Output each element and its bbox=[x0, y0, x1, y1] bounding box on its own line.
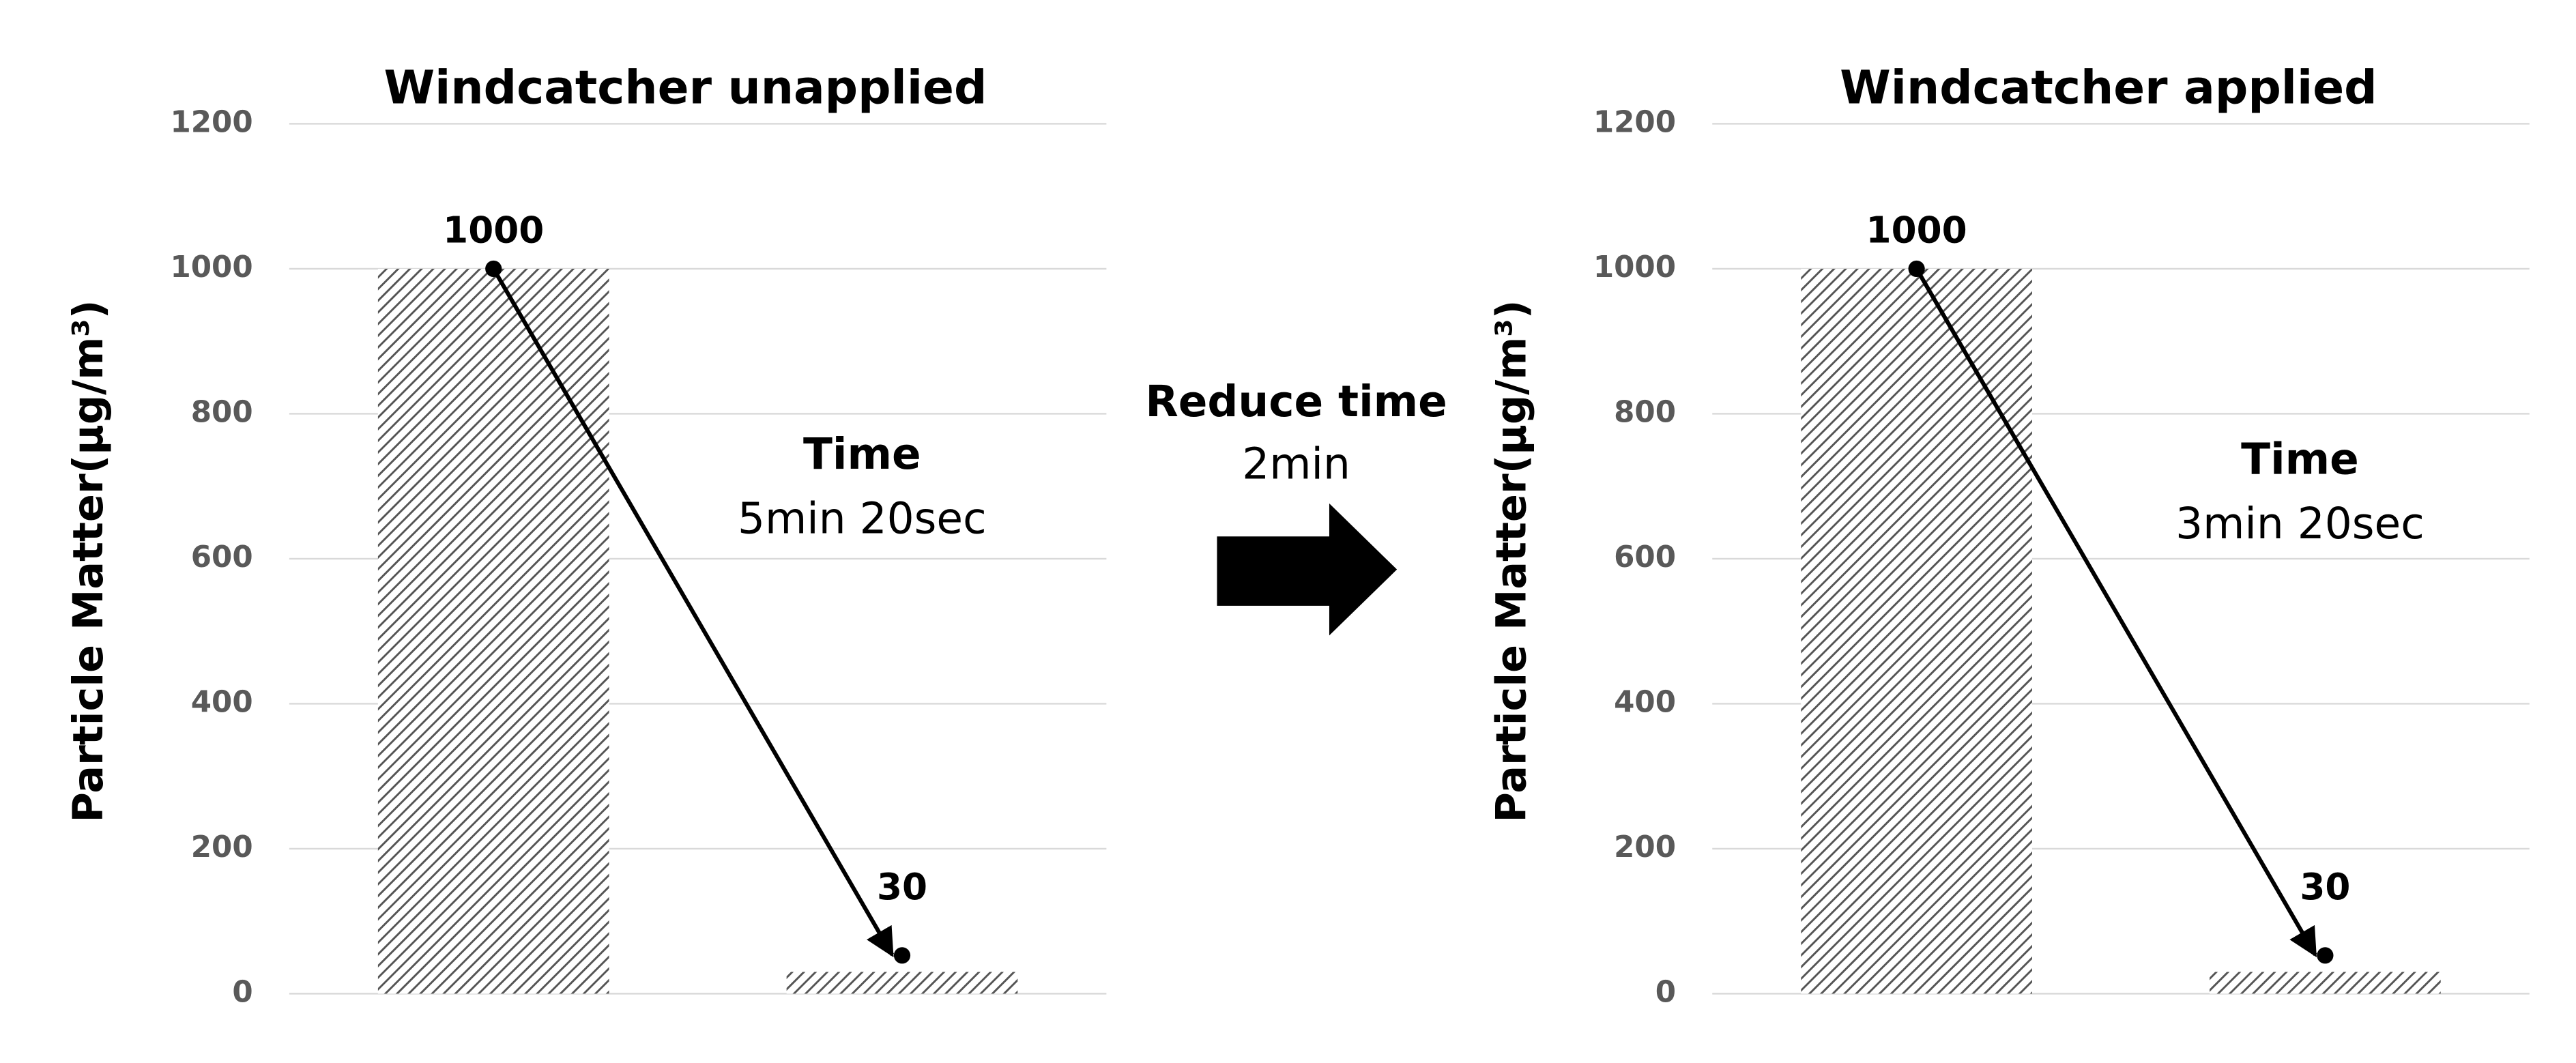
chart-title: Windcatcher applied bbox=[1840, 61, 2377, 115]
y-tick-label: 600 bbox=[191, 540, 253, 574]
bar bbox=[2210, 972, 2441, 994]
y-tick-label: 0 bbox=[1655, 975, 1676, 1009]
transition-detail: 2min bbox=[1242, 439, 1350, 489]
data-point bbox=[485, 260, 502, 278]
y-tick-label: 800 bbox=[191, 395, 253, 429]
y-axis-label: Particle Matter(μg/m³) bbox=[1488, 300, 1536, 823]
bar bbox=[1801, 268, 2032, 994]
bar bbox=[786, 972, 1018, 994]
data-label: 1000 bbox=[1866, 209, 1967, 251]
annotation: Time bbox=[2241, 434, 2359, 484]
transition-arrow bbox=[1217, 503, 1398, 636]
y-tick-label: 400 bbox=[191, 685, 253, 719]
transition-title: Reduce time bbox=[1145, 377, 1447, 426]
data-label: 30 bbox=[877, 866, 927, 908]
y-tick-label: 1000 bbox=[170, 250, 252, 285]
y-tick-label: 1000 bbox=[1593, 250, 1676, 285]
y-tick-label: 200 bbox=[191, 830, 253, 864]
y-tick-label: 600 bbox=[1614, 540, 1676, 574]
annotation: 3min 20sec bbox=[2175, 499, 2425, 549]
chart-title: Windcatcher unapplied bbox=[383, 61, 987, 115]
trend-arrow bbox=[1915, 267, 2317, 958]
y-tick-label: 1200 bbox=[170, 105, 252, 139]
data-point bbox=[2317, 947, 2334, 964]
bar bbox=[377, 268, 609, 994]
y-tick-label: 400 bbox=[1614, 685, 1676, 719]
annotation: 5min 20sec bbox=[738, 494, 987, 544]
y-tick-label: 800 bbox=[1614, 395, 1676, 429]
y-axis-label: Particle Matter(μg/m³) bbox=[65, 300, 113, 823]
y-tick-label: 0 bbox=[232, 975, 252, 1009]
data-point bbox=[893, 947, 911, 964]
y-tick-label: 200 bbox=[1614, 830, 1676, 864]
y-tick-label: 1200 bbox=[1593, 105, 1676, 139]
data-point bbox=[1908, 260, 1925, 278]
trend-arrow bbox=[491, 267, 895, 958]
annotation: Time bbox=[803, 429, 921, 479]
data-label: 1000 bbox=[443, 209, 544, 251]
data-label: 30 bbox=[2300, 866, 2350, 908]
